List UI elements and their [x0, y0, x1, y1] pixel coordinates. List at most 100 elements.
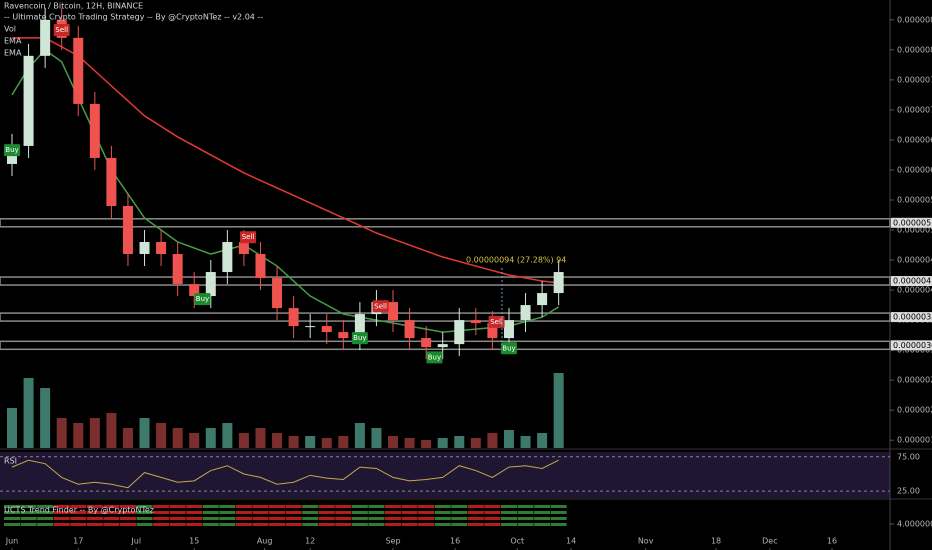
trend-stripe	[252, 511, 269, 514]
volume-bar	[272, 433, 283, 448]
trend-stripe	[401, 517, 418, 520]
candle-body	[537, 293, 548, 306]
rsi-panel	[0, 452, 890, 498]
volume-bar	[23, 378, 34, 448]
candle-body	[487, 323, 498, 339]
trend-stripe	[467, 511, 484, 514]
candle-body	[272, 278, 283, 309]
trend-stripe	[434, 511, 451, 514]
trend-stripe	[534, 511, 551, 514]
volume-bar	[172, 428, 183, 448]
trend-stripe	[500, 517, 517, 520]
candle-body	[470, 320, 481, 324]
volume-bar	[537, 433, 548, 448]
trend-stripe	[186, 517, 203, 520]
trend-stripe	[335, 511, 352, 514]
x-tick-label: Oct	[510, 537, 524, 546]
trend-stripe	[318, 505, 335, 508]
level-label: 0.00000308	[893, 341, 932, 350]
trend-stripe	[219, 511, 236, 514]
signal-tag	[372, 300, 389, 313]
volume-bar	[89, 418, 100, 448]
y-tick-label: 0.00000250	[897, 376, 932, 385]
volume-bar	[421, 440, 432, 448]
level-tag	[891, 217, 932, 228]
trend-stripe	[484, 517, 501, 520]
volume-bar	[40, 388, 51, 448]
trend-stripe	[37, 523, 54, 526]
x-tick-label: Sep	[385, 537, 400, 546]
candle-body	[305, 326, 316, 328]
volume-bar	[454, 436, 465, 448]
trend-stripe	[252, 505, 269, 508]
volume-bar	[371, 428, 382, 448]
candle-body	[89, 103, 100, 158]
trend-stripe	[86, 511, 103, 514]
trend-stripe	[467, 523, 484, 526]
trend-stripe	[86, 523, 103, 526]
y-tick-label: 0.00000750	[897, 75, 932, 84]
trend-stripe	[219, 517, 236, 520]
volume-bar	[520, 436, 531, 448]
x-tick-label: 16	[450, 537, 460, 546]
signal-label: Sell	[55, 26, 68, 34]
trend-stripe	[550, 505, 567, 508]
volume-bar	[106, 413, 117, 448]
trend-stripe	[302, 511, 319, 514]
candle-body	[122, 205, 133, 255]
trend-stripe	[269, 517, 286, 520]
candle-body	[354, 314, 365, 339]
trend-stripe	[517, 505, 534, 508]
trend-stripe	[235, 511, 252, 514]
trend-stripe	[153, 517, 170, 520]
trend-stripe	[534, 505, 551, 508]
candle-body	[520, 305, 531, 321]
candle-body	[338, 332, 349, 339]
trend-stripe	[202, 523, 219, 526]
level-band	[0, 218, 891, 228]
signal-label: Sell	[242, 233, 255, 241]
trend-stripe	[186, 505, 203, 508]
trend-stripe	[4, 505, 20, 508]
trend-stripe	[285, 511, 302, 514]
y-tick-label: 0.00000650	[897, 135, 932, 144]
volume-bar	[321, 438, 332, 448]
x-tick-label: Dec	[762, 537, 777, 546]
trend-stripe	[70, 517, 87, 520]
trend-stripe	[368, 505, 385, 508]
x-tick-label: 12	[305, 537, 315, 546]
candle-body	[454, 320, 465, 345]
trend-stripe	[418, 505, 435, 508]
trend-stripe	[418, 523, 435, 526]
signal-label: Buy	[428, 353, 441, 361]
candle-body	[238, 242, 249, 255]
volume-bar	[503, 430, 514, 448]
rsi-tick-label: 25.00	[897, 487, 920, 496]
trend-stripe	[318, 523, 335, 526]
volume-bar	[56, 418, 67, 448]
plot-layer: 0.000001500.000002000.000002500.00000300…	[0, 7, 932, 550]
trend-stripe	[103, 511, 120, 514]
trend-stripe	[418, 517, 435, 520]
trend-stripe	[103, 505, 120, 508]
trend-stripe	[136, 517, 153, 520]
trend-stripe	[517, 517, 534, 520]
candle-body	[437, 344, 448, 348]
trend-stripe	[37, 505, 54, 508]
trend-stripe	[335, 523, 352, 526]
chart-title: Ravencoin / Bitcoin, 12H, BINANCE	[4, 2, 143, 11]
trend-stripe	[484, 511, 501, 514]
ema-label: EMA	[4, 37, 22, 46]
trend-stripe	[550, 523, 567, 526]
trend-stripe	[153, 505, 170, 508]
trend-stripe	[484, 523, 501, 526]
trend-stripe	[368, 517, 385, 520]
level-tag	[891, 340, 932, 351]
volume-bar	[470, 438, 481, 448]
trend-stripe	[385, 523, 402, 526]
y-tick-label: 0.00000800	[897, 45, 932, 54]
level-tag	[891, 312, 932, 323]
trend-stripe	[136, 523, 153, 526]
trend-stripe	[451, 505, 468, 508]
